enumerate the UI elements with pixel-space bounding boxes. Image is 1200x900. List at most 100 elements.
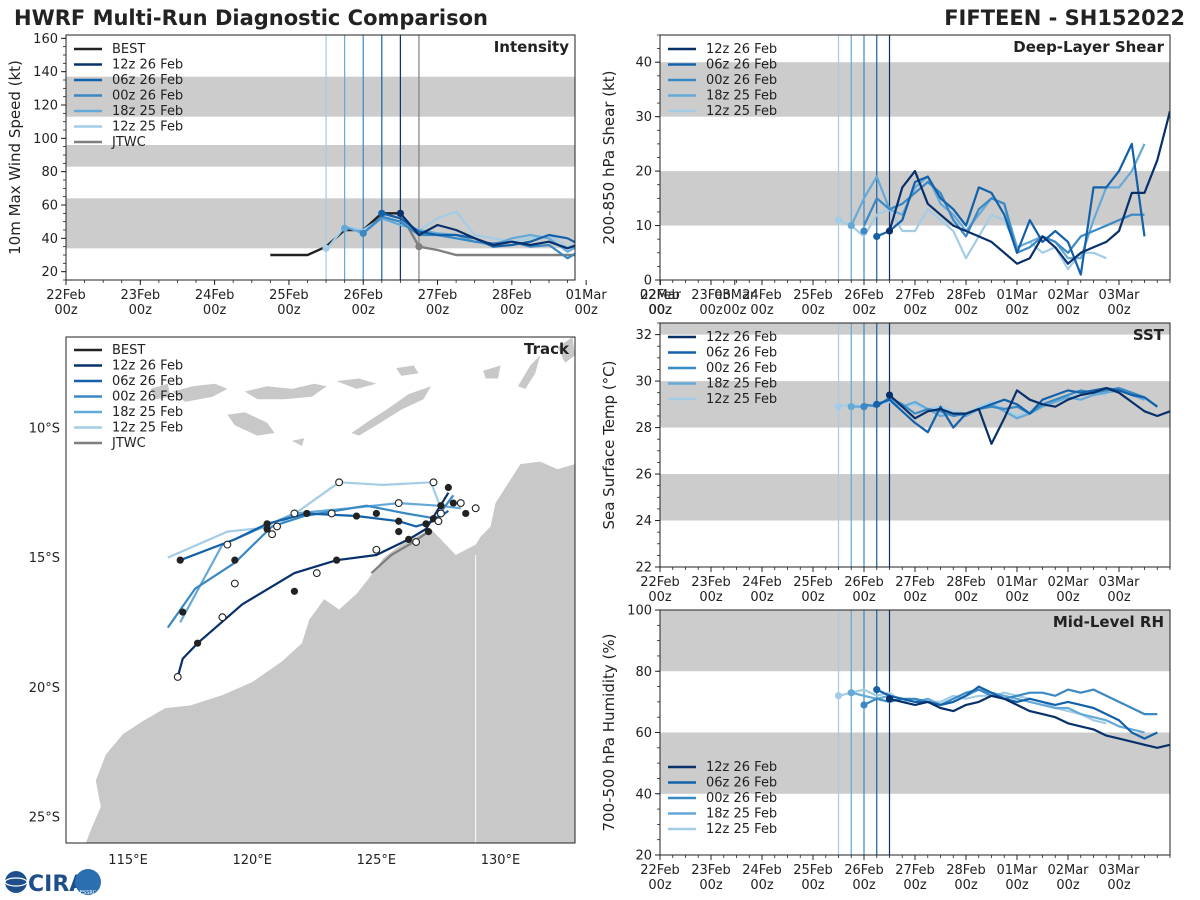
rh-ytick-label-0: 20 bbox=[635, 849, 652, 864]
track-fix-point-12 bbox=[176, 556, 184, 564]
intensity-marker-1 bbox=[396, 209, 404, 217]
intensity-band-2 bbox=[66, 76, 575, 117]
rh-series-0 bbox=[838, 688, 1107, 725]
rh-xtick-date-0: 22Feb bbox=[640, 863, 680, 878]
rh-xtick-date-4: 26Feb bbox=[844, 863, 884, 878]
track-fix-point-20 bbox=[462, 509, 470, 518]
cira-logo-globe-icon bbox=[5, 871, 27, 893]
intensity-ylabel: 10m Max Wind Speed (kt) bbox=[6, 60, 24, 255]
intensity-ytick-label-5: 120 bbox=[33, 99, 58, 114]
sst-xtick-date-1: 23Feb bbox=[691, 575, 731, 590]
shear-series-0 bbox=[838, 208, 1107, 271]
shear-marker-4 bbox=[834, 216, 843, 224]
shear-legend-label-3: 18z 25 Feb bbox=[706, 89, 777, 104]
sumba-island bbox=[227, 412, 275, 436]
rh-plot-area bbox=[660, 610, 1170, 855]
rh-legend-label-1: 06z 26 Feb bbox=[706, 776, 777, 791]
intensity-series-6 bbox=[399, 212, 575, 250]
essrc-logo-icon bbox=[75, 869, 101, 895]
sst-plot-area bbox=[660, 323, 1170, 567]
wetar-island bbox=[396, 365, 419, 376]
sst-xtick-date-3: 25Feb bbox=[793, 575, 833, 590]
track-fix-point-14 bbox=[395, 528, 403, 536]
shear-legend-label-0: 12z 26 Feb bbox=[706, 42, 777, 57]
sst-marker-4 bbox=[834, 403, 843, 411]
sst-panel-title: SST bbox=[1133, 326, 1165, 344]
intensity-legend-label-5: 12z 25 Feb bbox=[112, 120, 183, 135]
shear-ytick-label-3: 30 bbox=[635, 110, 652, 125]
track-fix-point-10 bbox=[263, 525, 271, 533]
track-fix-point-9 bbox=[263, 520, 271, 528]
shear-xtick-hour-7: 00z bbox=[1005, 303, 1029, 318]
savu-island bbox=[291, 438, 305, 446]
sst-xtick-hour-6: 00z bbox=[954, 590, 978, 605]
rh-panel: 2040608010022Feb00z23Feb00z24Feb00z25Feb… bbox=[600, 604, 1171, 893]
sst-legend-label-4: 12z 25 Feb bbox=[706, 392, 777, 407]
track-open-point-4 bbox=[394, 499, 403, 508]
track-open-point-13 bbox=[412, 538, 421, 546]
rh-xtick-date-8: 02Mar bbox=[1047, 863, 1089, 878]
intensity-ytick-label-2: 60 bbox=[41, 199, 58, 214]
track-legend-label-3: 00z 26 Feb bbox=[112, 390, 183, 405]
shear-marker-0 bbox=[885, 227, 894, 235]
rh-panel-title: Mid-Level RH bbox=[1053, 613, 1164, 631]
sst-legend-label-2: 00z 26 Feb bbox=[706, 361, 777, 376]
shear-marker-2 bbox=[860, 227, 868, 235]
shear-panel: 01020304022Feb00z23Feb00z24Feb00z25Feb00… bbox=[600, 34, 1171, 318]
sst-legend-label-3: 18z 25 Feb bbox=[706, 377, 777, 392]
shear-xtick-date-6: 28Feb bbox=[946, 288, 986, 303]
rh-series-2 bbox=[863, 688, 1158, 716]
sst-xtick-hour-1: 00z bbox=[699, 590, 723, 605]
intensity-xtick-hour-1: 00z bbox=[129, 303, 153, 318]
cira-logo-orbit-icon bbox=[4, 877, 28, 887]
intensity-xtick-hour-7: 00z bbox=[574, 303, 598, 318]
track-open-point-17 bbox=[290, 509, 299, 518]
track-xtick-label-0: 115°E bbox=[108, 853, 148, 868]
shear-xtick-date-8: 02Mar bbox=[1047, 288, 1089, 303]
shear-xtick-date-3: 25Feb bbox=[793, 288, 833, 303]
sst-ytick-label-5: 32 bbox=[635, 328, 652, 343]
sst-xtick-hour-2: 00z bbox=[750, 590, 774, 605]
sst-legend-label-1: 06z 26 Feb bbox=[706, 346, 777, 361]
rh-xtick-date-3: 25Feb bbox=[793, 863, 833, 878]
track-open-point-5 bbox=[335, 478, 344, 487]
rh-ytick-label-2: 60 bbox=[635, 726, 652, 741]
rh-legend-label-2: 00z 26 Feb bbox=[706, 791, 777, 806]
shear-xtick-hour-1: 00z bbox=[699, 303, 723, 318]
rh-band-1 bbox=[660, 610, 1170, 672]
sst-xtick-date-6: 28Feb bbox=[946, 575, 986, 590]
track-open-point-15 bbox=[173, 672, 182, 681]
sst-xtick-date-4: 26Feb bbox=[844, 575, 884, 590]
shear-band-0 bbox=[660, 171, 1170, 226]
rh-legend-label-4: 12z 25 Feb bbox=[706, 822, 777, 837]
rh-marker-3 bbox=[847, 689, 855, 697]
sst-band-0 bbox=[660, 474, 1170, 521]
rh-xtick-hour-8: 00z bbox=[1056, 878, 1080, 893]
intensity-ytick-label-7: 160 bbox=[33, 32, 58, 47]
cira-logo: CIRA ESSRC bbox=[4, 869, 101, 897]
track-panel: 115°E 120°E 125°E 130°E 10°S 15°S 20°S 25°S Trac… bbox=[29, 336, 576, 868]
track-ytick-label-3: 25°S bbox=[29, 811, 60, 826]
shear-xtick-date-7: 01Mar bbox=[996, 288, 1038, 303]
rh-marker-1 bbox=[873, 686, 881, 694]
sst-ytick-label-2: 26 bbox=[635, 468, 652, 483]
track-open-point-10 bbox=[268, 530, 277, 539]
sst-xtick-hour-0: 00z bbox=[648, 590, 672, 605]
shear-xtick-hour-9: 00z bbox=[1107, 303, 1131, 318]
flores-island bbox=[244, 383, 327, 400]
track-open-point-9 bbox=[230, 579, 239, 588]
sst-xtick-hour-9: 00z bbox=[1107, 590, 1131, 605]
shear-ytick-label-0: 0 bbox=[644, 274, 652, 289]
sst-series-4 bbox=[888, 387, 1170, 445]
intensity-marker-3 bbox=[341, 224, 349, 232]
track-frame bbox=[65, 336, 576, 844]
rh-xtick-hour-1: 00z bbox=[699, 878, 723, 893]
tanimbar-island bbox=[517, 355, 541, 389]
intensity-xtick-hour-6: 00z bbox=[500, 303, 524, 318]
intensity-xtick-date-5: 27Feb bbox=[418, 288, 458, 303]
shear-marker-3 bbox=[847, 221, 855, 230]
shear-plot-area bbox=[660, 35, 1170, 280]
alor-island bbox=[336, 378, 377, 389]
sst-band-2 bbox=[660, 323, 1170, 335]
shear-ytick-label-1: 10 bbox=[635, 219, 652, 234]
